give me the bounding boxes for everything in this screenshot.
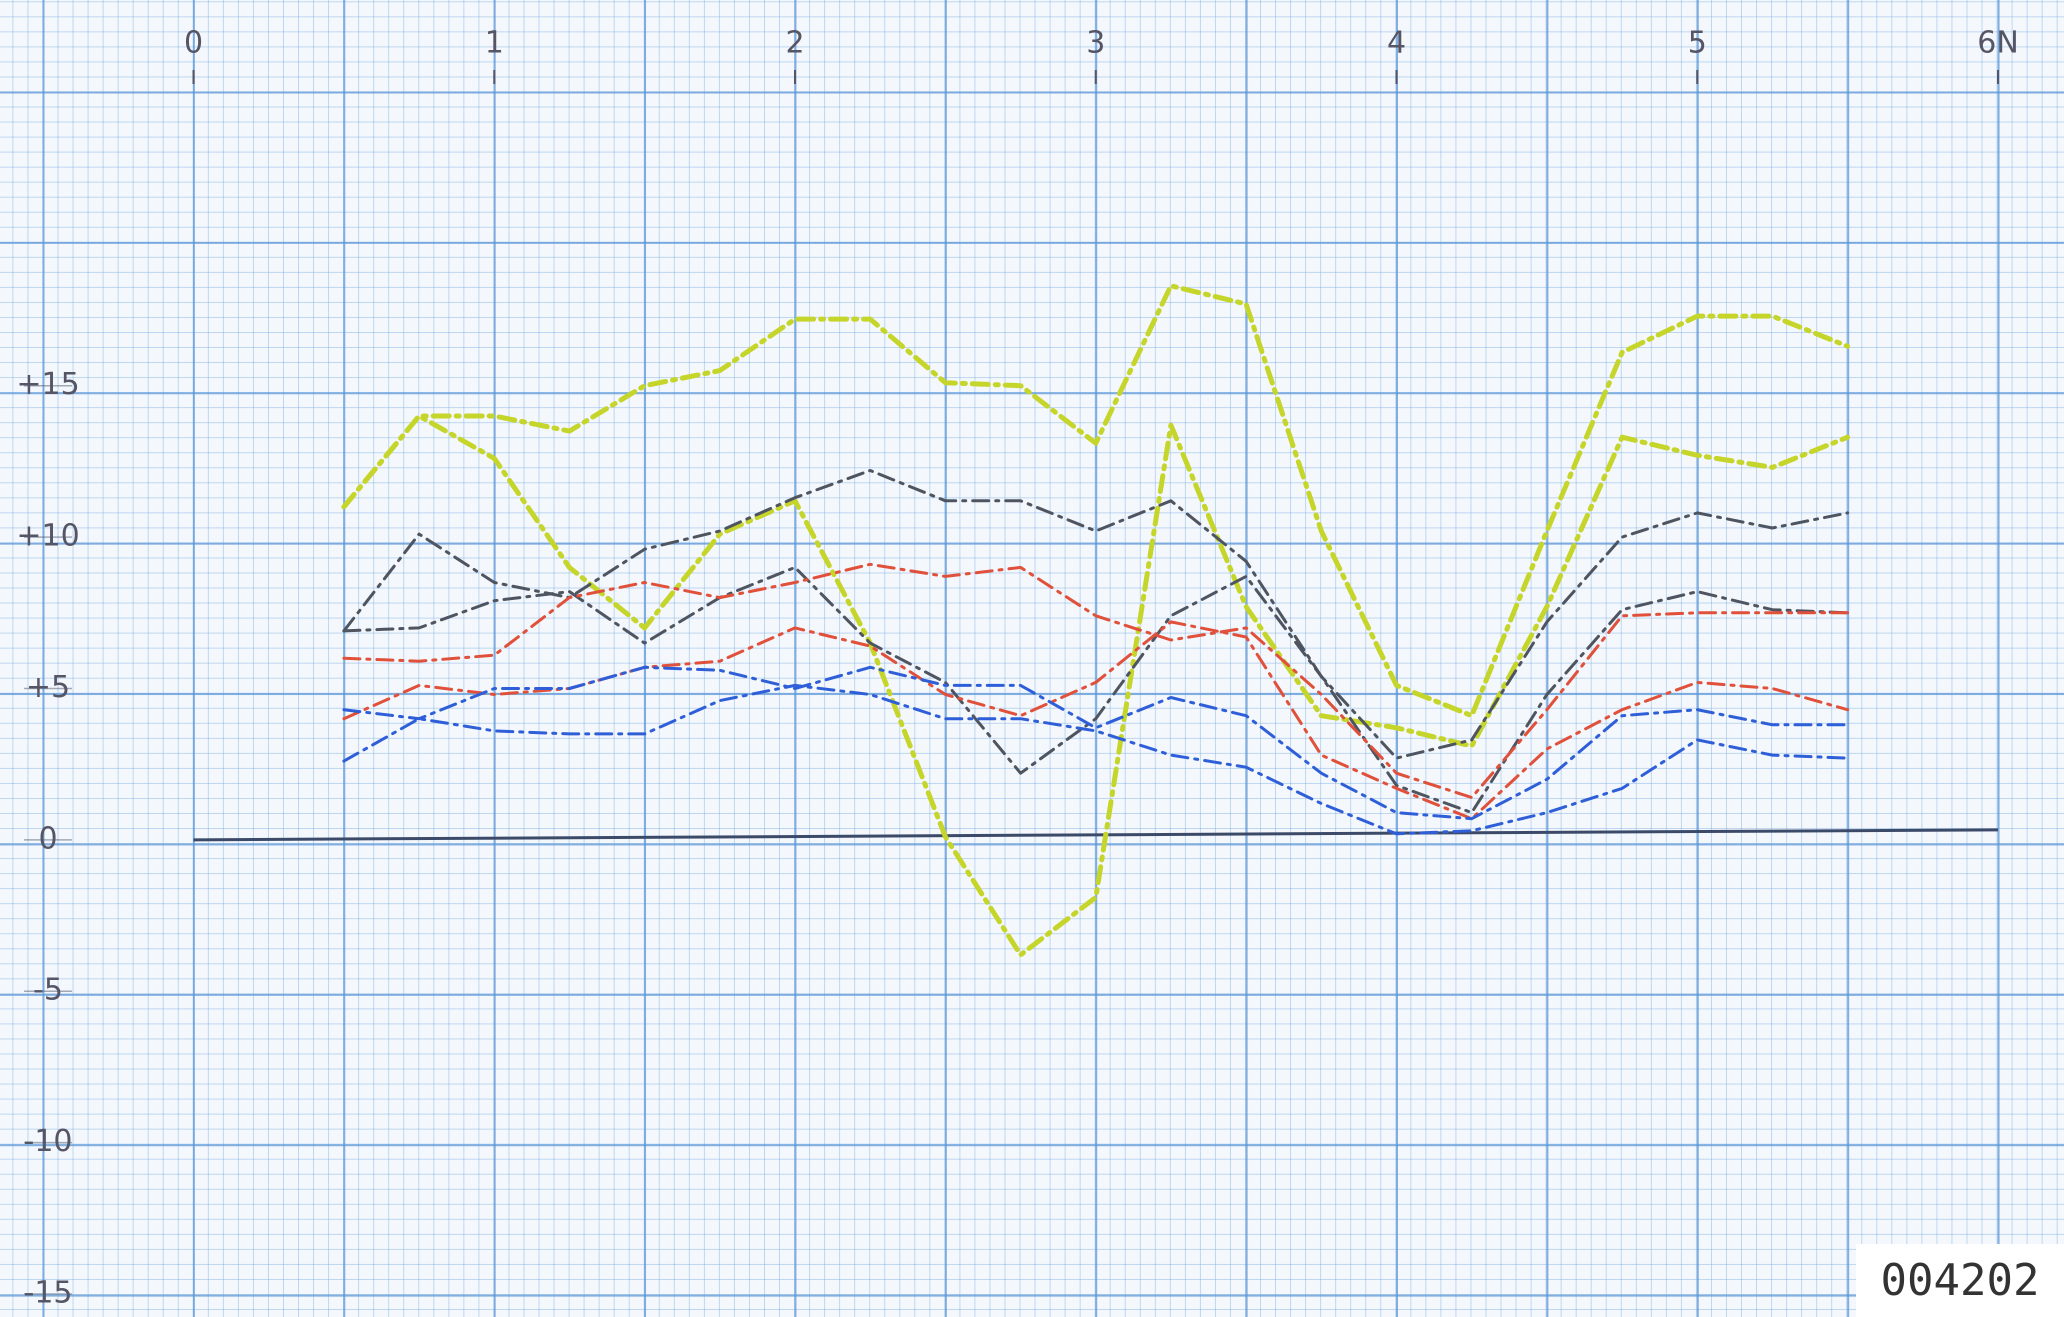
x-tick-label: 3 — [1086, 26, 1105, 61]
line — [342, 469, 1850, 815]
line — [342, 665, 1850, 821]
line — [342, 511, 1850, 775]
y-tick-label: -15 — [24, 1276, 73, 1311]
y-tick-label: +15 — [16, 367, 79, 402]
y-tick-label: 0 — [38, 821, 57, 856]
line — [342, 620, 1850, 821]
line — [341, 413, 1851, 958]
y-tick-label: +10 — [16, 519, 79, 554]
y-tick-label: -5 — [33, 973, 63, 1008]
x-tick-label: 1 — [485, 26, 504, 61]
x-tick-label: 4 — [1387, 26, 1406, 61]
line — [342, 562, 1850, 799]
x-tick-label: 5 — [1688, 26, 1707, 61]
x-tick-label: 0 — [184, 26, 203, 61]
stamp: 004202 — [1856, 1244, 2064, 1317]
x-tick-label: 6N — [1977, 26, 2019, 61]
x-axis — [193, 828, 1999, 842]
y-tick-label: -10 — [24, 1124, 73, 1159]
line — [341, 283, 1851, 719]
line — [342, 683, 1850, 836]
y-tick-label: +5 — [26, 670, 70, 705]
x-tick-label: 2 — [785, 26, 804, 61]
